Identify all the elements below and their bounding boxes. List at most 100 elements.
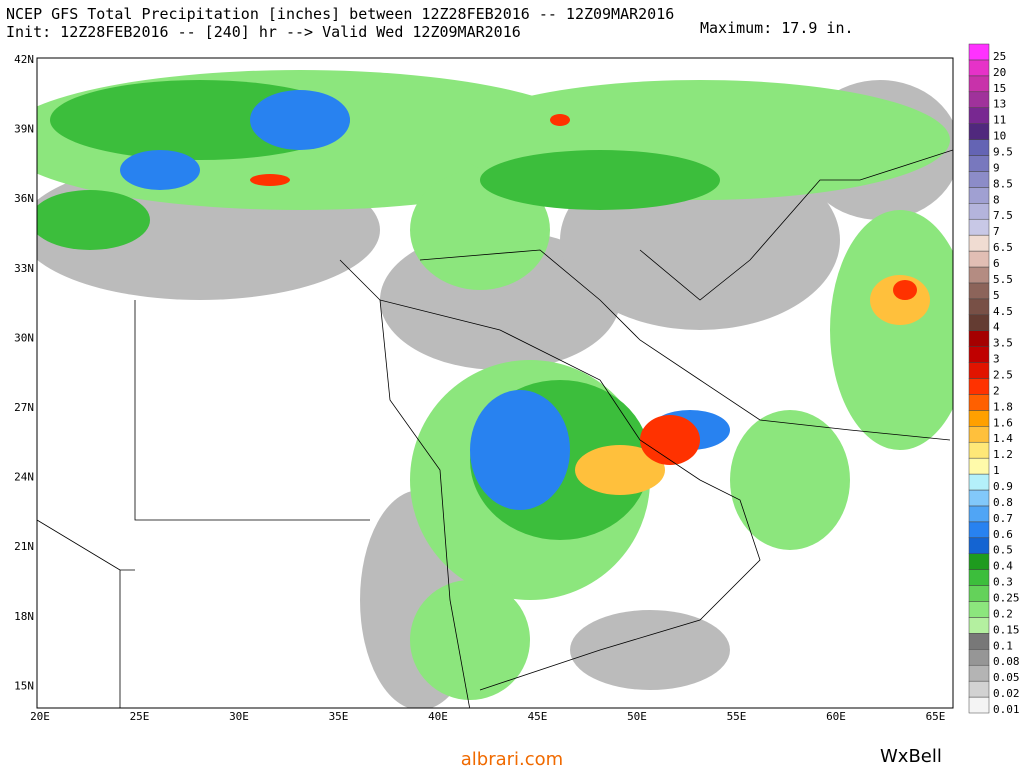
legend-label: 0.2	[993, 607, 1013, 620]
legend-label: 20	[993, 66, 1006, 79]
legend-label: 0.4	[993, 560, 1013, 573]
legend-label: 0.25	[993, 592, 1020, 605]
legend-swatch	[968, 346, 990, 363]
legend-swatch	[968, 696, 990, 714]
legend-swatch	[968, 378, 990, 395]
legend-swatch	[968, 441, 990, 459]
legend-swatch	[968, 139, 990, 156]
lat-label: 36N	[14, 192, 34, 205]
lon-label: 45E	[528, 710, 548, 723]
legend-label: 0.08	[993, 655, 1020, 668]
lon-label: 35E	[329, 710, 349, 723]
legend-label: 1.8	[993, 400, 1013, 413]
legend-swatch	[968, 203, 990, 220]
lat-label: 24N	[14, 471, 34, 484]
legend-swatch	[968, 426, 990, 443]
legend-swatch	[968, 155, 990, 172]
legend-swatch	[968, 59, 990, 77]
lon-label: 25E	[130, 710, 150, 723]
legend-swatch	[968, 489, 990, 507]
legend-label: 5.5	[993, 273, 1013, 286]
legend-swatch	[968, 282, 990, 300]
legend-label: 0.15	[993, 623, 1020, 636]
legend-label: 9.5	[993, 146, 1013, 159]
legend-swatch	[968, 505, 990, 523]
lat-label: 21N	[14, 540, 34, 553]
legend-swatch	[968, 234, 990, 252]
legend-label: 0.05	[993, 671, 1020, 684]
legend-swatch	[968, 187, 990, 204]
legend-swatch	[968, 330, 990, 347]
legend-swatch	[968, 649, 990, 666]
legend-swatch	[968, 553, 990, 570]
legend-label: 0.1	[993, 639, 1013, 652]
legend-label: 15	[993, 82, 1006, 95]
legend-swatch	[968, 569, 990, 586]
legend-swatch	[968, 601, 990, 618]
map-frame	[36, 57, 954, 709]
legend-swatch	[968, 298, 990, 316]
legend-swatch	[968, 457, 990, 475]
lon-label: 50E	[627, 710, 647, 723]
legend-label: 11	[993, 114, 1006, 127]
lat-label: 33N	[14, 262, 34, 275]
lat-label: 27N	[14, 401, 34, 414]
legend-label: 6.5	[993, 241, 1013, 254]
legend-swatch	[968, 91, 990, 108]
lon-label: 40E	[428, 710, 448, 723]
legend-label: 0.3	[993, 576, 1013, 589]
legend-label: 4	[993, 321, 1000, 334]
title-line-1: NCEP GFS Total Precipitation [inches] be…	[6, 5, 674, 23]
legend-label: 8	[993, 193, 1000, 206]
legend-swatch	[968, 633, 990, 650]
legend-label: 1.6	[993, 416, 1013, 429]
legend-swatch	[968, 680, 990, 698]
legend-label: 7.5	[993, 209, 1013, 222]
lat-label: 15N	[14, 679, 34, 692]
legend-swatch	[968, 107, 990, 124]
legend-swatch	[968, 617, 990, 634]
brand: WxBell	[880, 746, 942, 767]
lon-label: 20E	[30, 710, 50, 723]
legend-swatch	[968, 218, 990, 236]
legend-label: 0.8	[993, 496, 1013, 509]
legend-label: 1.4	[993, 432, 1013, 445]
lon-label: 55E	[727, 710, 747, 723]
legend-label: 0.6	[993, 528, 1013, 541]
maximum: Maximum: 17.9 in.	[700, 19, 854, 37]
map	[37, 58, 953, 708]
legend-swatch	[968, 123, 990, 140]
legend-swatch	[968, 585, 990, 602]
legend-label: 2.5	[993, 369, 1013, 382]
watermark: albrari.com	[461, 749, 563, 768]
legend-swatch	[968, 250, 990, 268]
lat-label: 42N	[14, 53, 34, 66]
legend-swatch	[968, 266, 990, 284]
legend-label: 13	[993, 98, 1006, 111]
legend-swatch	[968, 537, 990, 554]
title-line-2: Init: 12Z28FEB2016 -- [240] hr --> Valid…	[6, 23, 521, 41]
legend-label: 10	[993, 130, 1006, 143]
legend-label: 25	[993, 50, 1006, 63]
legend-label: 0.9	[993, 480, 1013, 493]
lon-label: 30E	[229, 710, 249, 723]
legend-label: 4.5	[993, 305, 1013, 318]
legend-label: 0.7	[993, 512, 1013, 525]
legend-label: 1.2	[993, 448, 1013, 461]
legend-swatch	[968, 171, 990, 188]
lat-label: 30N	[14, 331, 34, 344]
legend-swatch	[968, 314, 990, 331]
legend-label: 8.5	[993, 177, 1013, 190]
legend-label: 3	[993, 353, 1000, 366]
legend-swatch	[968, 664, 990, 682]
legend-label: 2	[993, 384, 1000, 397]
legend-label: 3.5	[993, 337, 1013, 350]
legend-label: 0.02	[993, 687, 1020, 700]
legend-swatch	[968, 75, 990, 93]
legend-label: 0.01	[993, 703, 1020, 716]
legend-swatch	[968, 473, 990, 491]
legend-label: 7	[993, 225, 1000, 238]
legend-swatch	[968, 521, 990, 539]
legend-label: 1	[993, 464, 1000, 477]
